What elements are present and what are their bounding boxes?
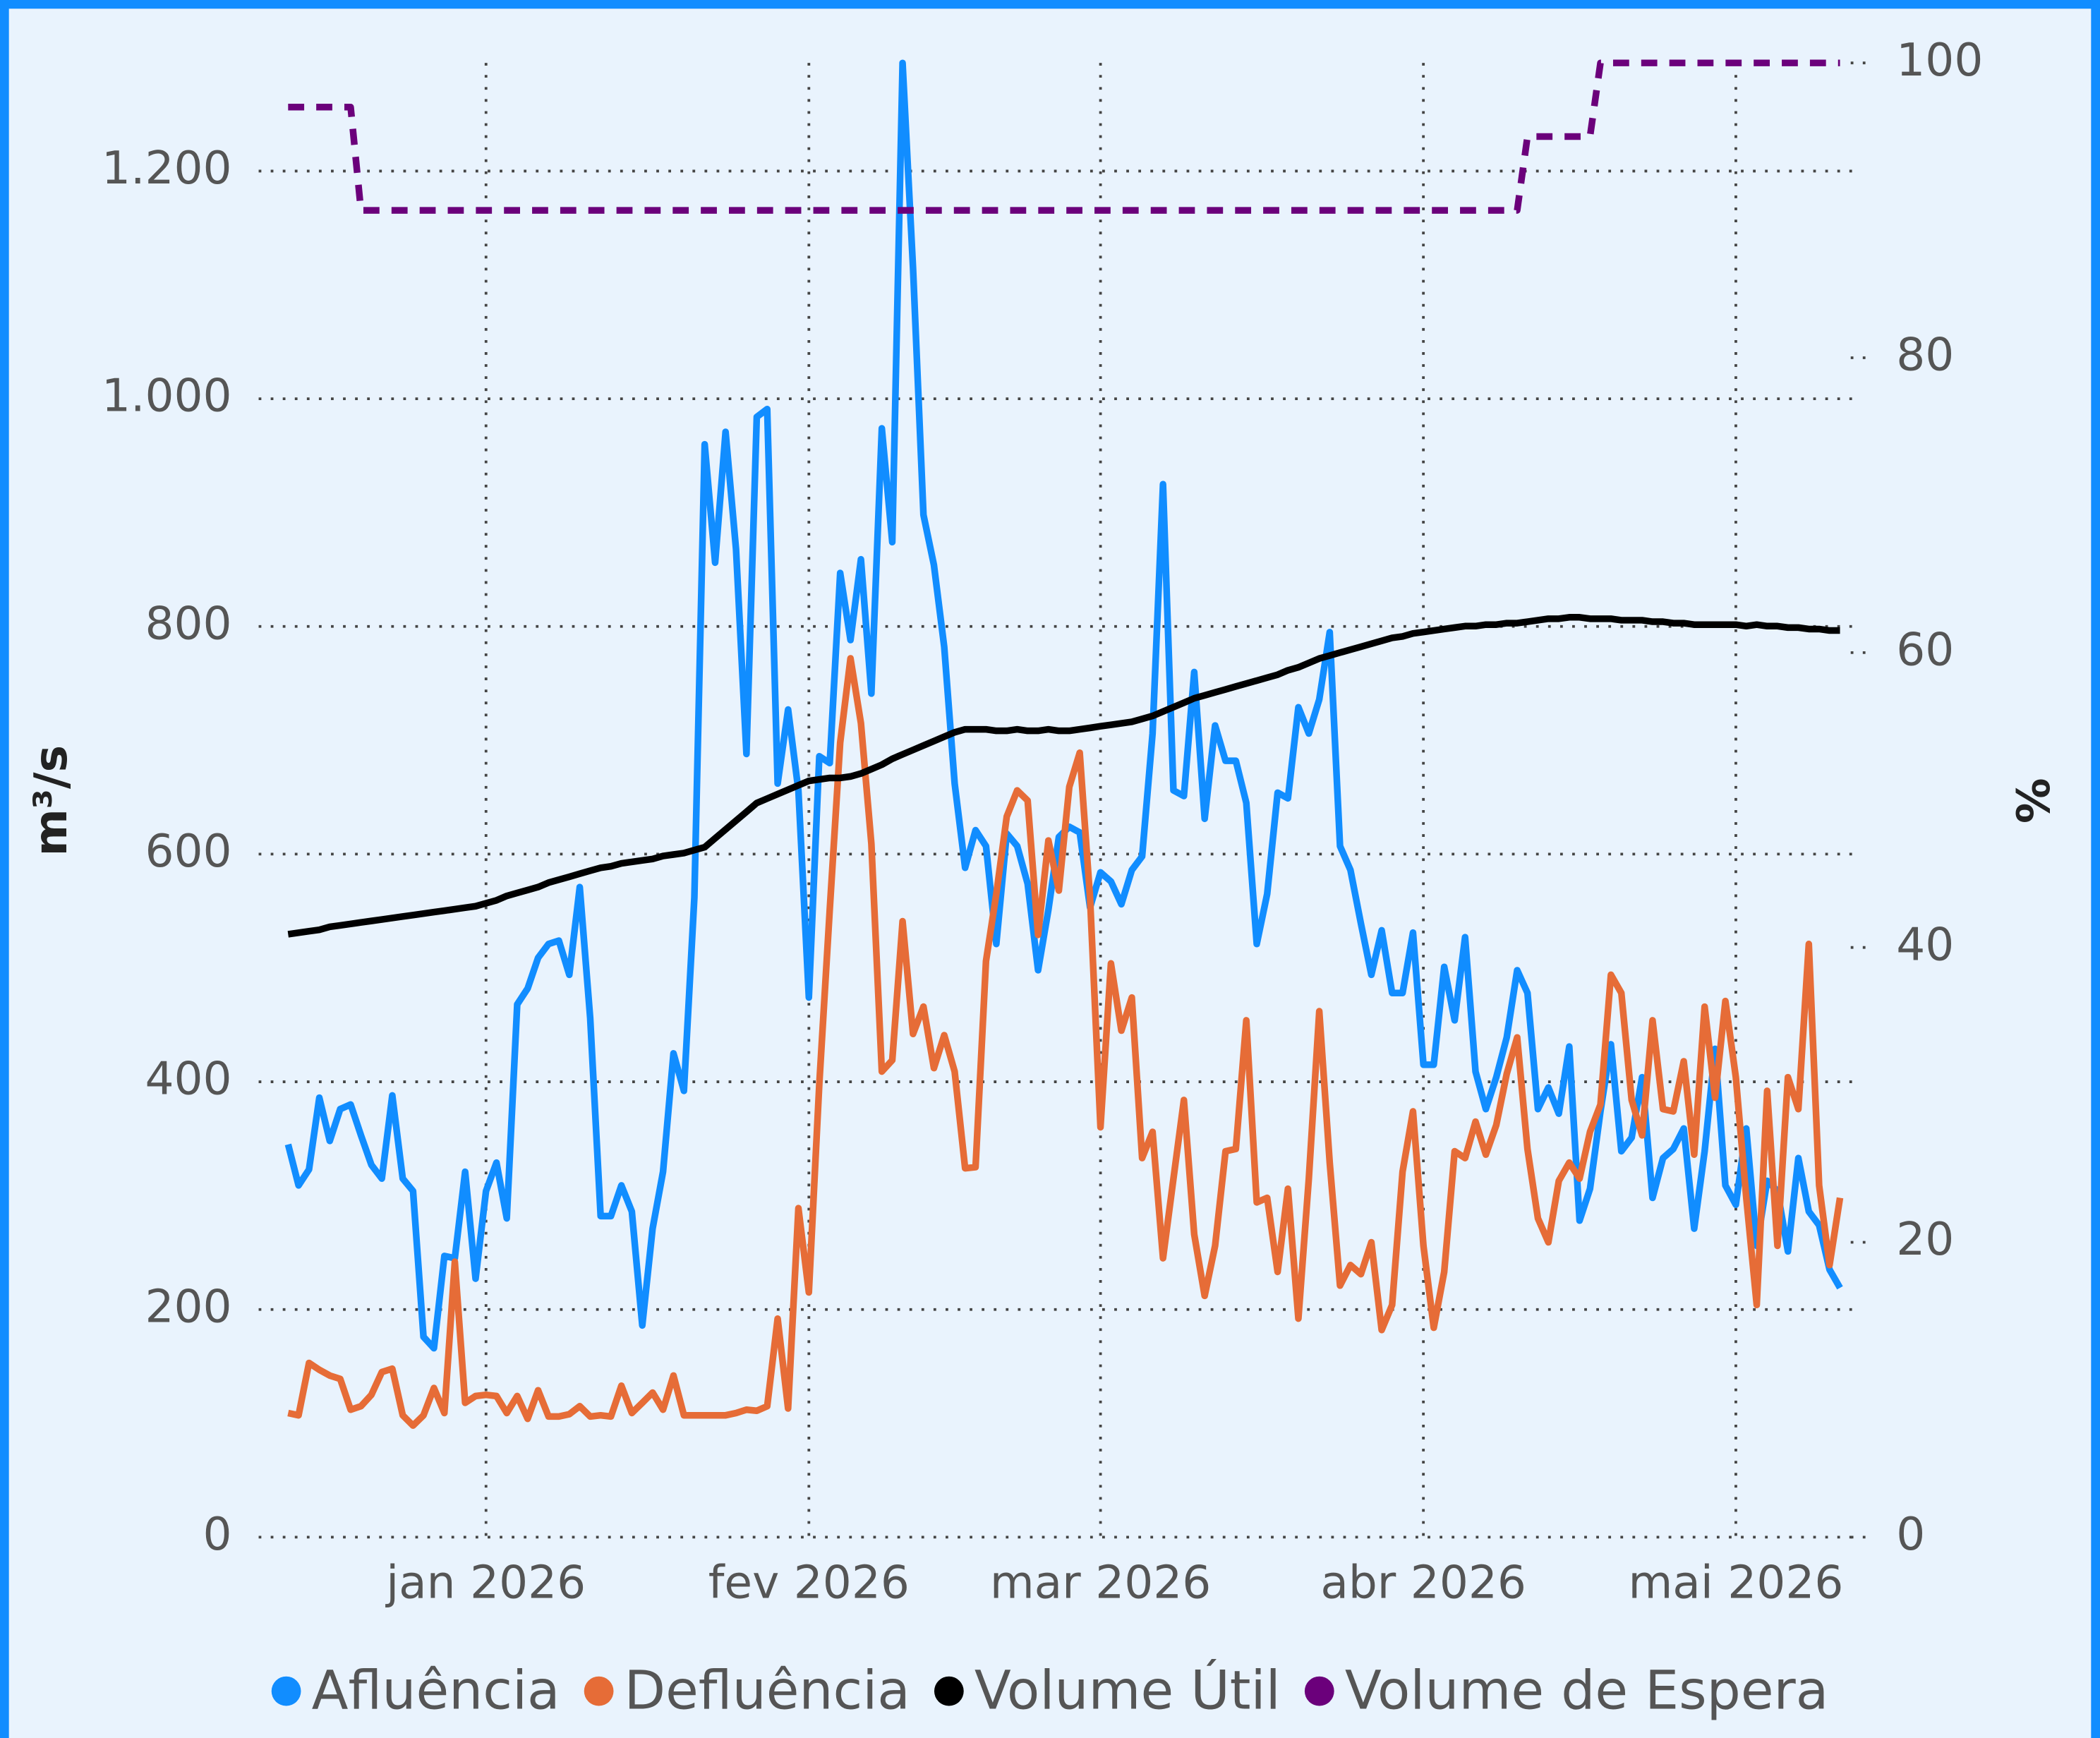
x-tick-label: mai 2026 (1628, 1556, 1843, 1609)
y2-tick-label: 80 (1896, 329, 1954, 382)
legend-marker (584, 1676, 614, 1706)
x-tick-label: abr 2026 (1320, 1556, 1526, 1609)
legend-marker (271, 1676, 301, 1706)
legend-marker (1304, 1676, 1334, 1706)
x-tick-label: fev 2026 (708, 1556, 910, 1609)
legend-label: Volume Útil (974, 1658, 1281, 1721)
y2-tick-label: 0 (1896, 1508, 1925, 1561)
y2-tick-label: 40 (1896, 918, 1954, 971)
series-line (287, 614, 1840, 938)
y-tick-label: 1.000 (102, 370, 232, 423)
legend-label: Volume de Espera (1345, 1659, 1828, 1721)
y-tick-label: 600 (145, 825, 231, 878)
y-tick-label: 400 (145, 1053, 231, 1106)
y-tick-label: 800 (145, 597, 231, 650)
series-line (287, 655, 1844, 1430)
legend-marker (934, 1676, 964, 1706)
y2-tick-label: 60 (1896, 623, 1954, 676)
y-tick-label: 200 (145, 1280, 231, 1333)
legend-label: Afluência (312, 1659, 560, 1721)
x-tick-label: jan 2026 (385, 1556, 586, 1609)
x-tick-label: mar 2026 (990, 1556, 1212, 1609)
y-axis-title: m³/s (25, 745, 78, 856)
series-line (288, 59, 1840, 214)
y2-axis-title: % (2005, 778, 2058, 823)
y2-tick-label: 20 (1896, 1213, 1954, 1266)
y2-tick-label: 100 (1896, 34, 1983, 87)
legend-label: Defluência (624, 1659, 910, 1721)
y-tick-label: 1.200 (102, 142, 232, 195)
y-tick-label: 0 (203, 1508, 232, 1561)
